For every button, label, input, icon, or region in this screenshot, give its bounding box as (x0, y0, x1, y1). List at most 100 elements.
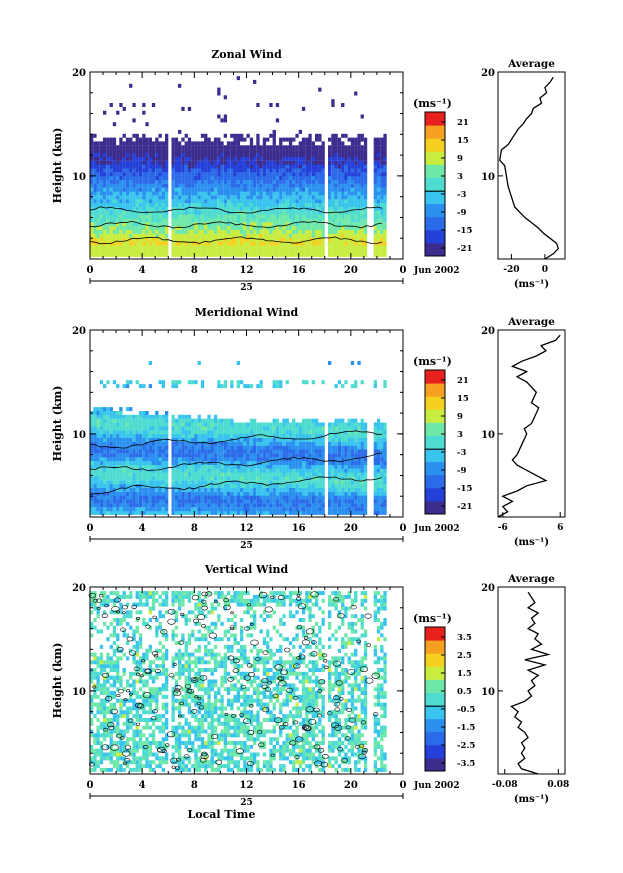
heatmap-cell (341, 457, 345, 462)
heatmap-cell (125, 407, 130, 412)
heatmap-cell (305, 461, 309, 465)
heatmap-cell (295, 133, 299, 138)
heatmap-cell (181, 468, 185, 473)
heatmap-cell (181, 179, 185, 184)
heatmap-cell (350, 160, 355, 165)
heatmap-cell (376, 164, 381, 169)
heatmap-cell (226, 461, 231, 465)
heatmap-cell (328, 137, 332, 142)
heatmap-cell (223, 168, 227, 173)
heatmap-cell (204, 195, 208, 200)
heatmap-cell (328, 457, 332, 462)
heatmap-cell (204, 218, 208, 223)
heatmap-cell (279, 495, 283, 500)
heatmap-cell (285, 191, 289, 196)
heatmap-cell (171, 210, 175, 215)
heatmap-cell (213, 414, 218, 419)
heatmap-cell (90, 484, 94, 488)
heatmap-cell (279, 172, 283, 177)
heatmap-cell (262, 187, 267, 192)
heatmap-cell (360, 229, 364, 234)
heatmap-cell (90, 137, 94, 142)
heatmap-cell (318, 461, 322, 465)
heatmap-cell (341, 141, 345, 146)
heatmap-cell (161, 384, 165, 389)
heatmap-cell (96, 422, 100, 427)
heatmap-cell (165, 461, 169, 465)
heatmap-cell (155, 422, 159, 427)
heatmap-cell (174, 187, 179, 192)
heatmap-cell (223, 457, 227, 462)
heatmap-cell (191, 441, 195, 446)
heatmap-cell (191, 214, 195, 219)
heatmap-cell (363, 229, 368, 234)
heatmap-cell (236, 191, 240, 196)
heatmap-cell (200, 153, 205, 157)
heatmap-cell (301, 449, 306, 454)
heatmap-cell (357, 445, 361, 450)
heatmap-cell (363, 252, 368, 257)
heatmap-cell (155, 491, 159, 496)
heatmap-cell (262, 199, 267, 204)
heatmap-cell (184, 503, 188, 508)
heatmap-cell (347, 206, 351, 211)
heatmap-cell (181, 418, 185, 423)
heatmap-cell (187, 145, 192, 150)
heatmap-cell (171, 164, 175, 169)
heatmap-cell (142, 491, 146, 496)
heatmap-cell (350, 149, 355, 154)
heatmap-cell (233, 133, 237, 138)
heatmap-cell (337, 203, 342, 207)
heatmap-cell (262, 237, 267, 242)
heatmap-cell (321, 453, 325, 458)
heatmap-cell (272, 222, 276, 227)
heatmap-cell (266, 245, 270, 250)
heatmap-cell (155, 172, 159, 177)
heatmap-cell (155, 153, 159, 157)
heatmap-cell (122, 418, 126, 423)
heatmap-cell (236, 380, 240, 385)
heatmap-cell (256, 206, 260, 211)
heatmap-cell (282, 156, 286, 161)
heatmap-cell (272, 172, 276, 177)
heatmap-cell (122, 510, 126, 515)
heatmap-cell (249, 449, 254, 454)
heatmap-cell (132, 510, 136, 515)
heatmap-cell (272, 176, 276, 180)
heatmap-cell (129, 241, 133, 246)
heatmap-cell (217, 214, 221, 219)
heatmap-cell (383, 149, 387, 154)
heatmap-cell (103, 237, 107, 242)
heatmap-cell (269, 449, 273, 454)
heatmap-cell (344, 457, 348, 462)
heatmap-cell (282, 164, 286, 169)
heatmap-cell (181, 491, 185, 496)
heatmap-cell (155, 418, 159, 423)
heatmap-cell (249, 441, 254, 446)
heatmap-cell (236, 164, 240, 169)
heatmap-cell (256, 472, 260, 477)
heatmap-cell (308, 449, 312, 454)
heatmap-cell (220, 245, 224, 250)
heatmap-cell (194, 426, 198, 431)
heatmap-cell (138, 464, 143, 469)
heatmap-cell (155, 218, 159, 223)
heatmap-cell (135, 145, 139, 150)
heatmap-cell (334, 480, 338, 485)
heatmap-cell (165, 507, 169, 512)
heatmap-cell (331, 426, 335, 431)
heatmap-cell (337, 233, 342, 238)
heatmap-cell (301, 487, 306, 492)
heatmap-cell (259, 160, 263, 165)
heatmap-cell (197, 233, 201, 238)
heatmap-cell (301, 218, 306, 223)
heatmap-cell (288, 137, 293, 142)
heatmap-cell (292, 441, 296, 446)
heatmap-cell (99, 426, 104, 431)
heatmap-cell (259, 510, 263, 515)
heatmap-cell (230, 222, 234, 227)
heatmap-cell (99, 153, 104, 157)
heatmap-cell (315, 237, 319, 242)
heatmap-cell (305, 153, 309, 157)
heatmap-cell (380, 160, 384, 165)
